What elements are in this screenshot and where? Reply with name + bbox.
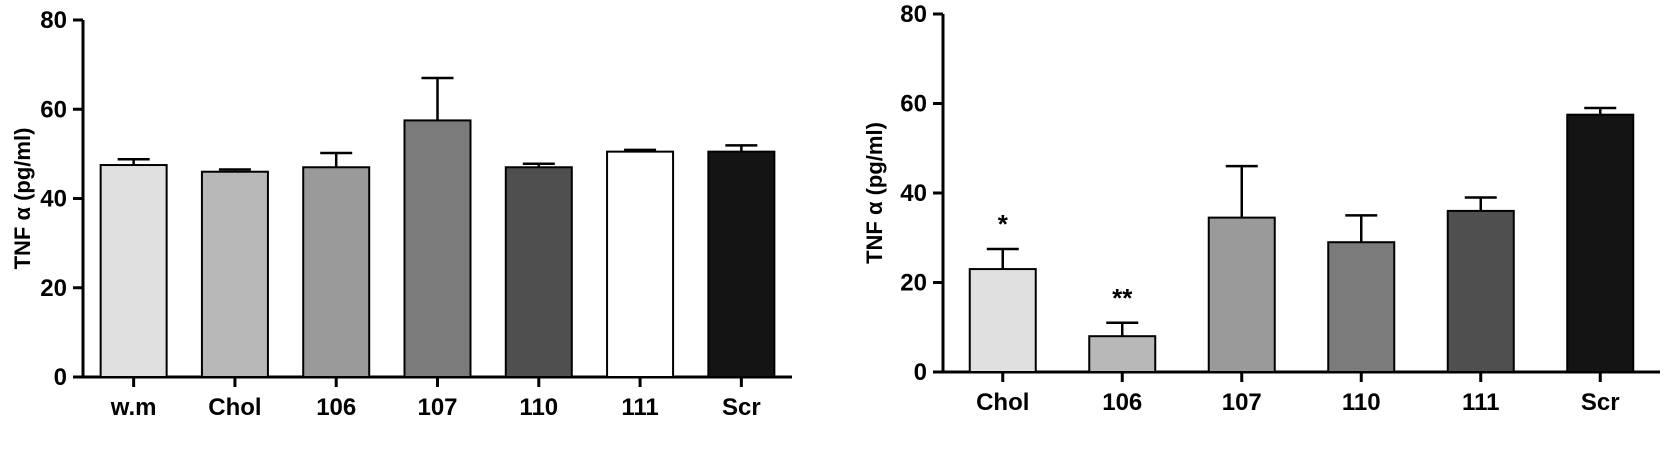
x-tick-label: 110 — [1342, 389, 1381, 416]
y-tick-label: 20 — [900, 270, 927, 297]
x-tick-label: 110 — [519, 394, 558, 421]
y-tick-label: 60 — [40, 96, 67, 123]
bar-Scr — [707, 150, 776, 378]
chart-panel-2: 0 20 40 60 80 TNF α (pg/ml) Chol * 106 ** 107 110 11… — [862, 1, 1660, 416]
x-tick-label: 106 — [1102, 389, 1142, 416]
y-tick-label: 80 — [40, 7, 67, 34]
y-tick-label: 80 — [900, 1, 927, 28]
x-tick-label: 107 — [417, 394, 457, 421]
x-tick-label: 107 — [1222, 389, 1262, 416]
x-tick-label: Scr — [722, 394, 761, 421]
y-axis-title: TNF α (pg/ml) — [862, 122, 887, 264]
bar-110 — [1327, 241, 1396, 373]
bar-Scr — [1566, 113, 1635, 373]
x-tick-label: Chol — [976, 389, 1029, 416]
significance-marker: ** — [1112, 283, 1133, 313]
bar-106 — [302, 166, 371, 378]
bar-107 — [403, 119, 472, 378]
x-tick-label: 111 — [1462, 389, 1499, 416]
significance-marker: * — [998, 209, 1009, 239]
bar-w.m — [99, 164, 168, 378]
bar-110 — [504, 166, 573, 378]
bar-111 — [1446, 209, 1515, 373]
y-tick-label: 40 — [40, 186, 67, 213]
y-tick-label: 0 — [54, 364, 67, 391]
x-tick-label: 106 — [316, 394, 356, 421]
bar-111 — [606, 150, 675, 378]
bar-Chol — [968, 268, 1037, 374]
bar-106 — [1088, 335, 1157, 374]
x-tick-label: Scr — [1581, 389, 1620, 416]
y-tick-label: 0 — [914, 359, 927, 386]
y-tick-label: 40 — [900, 180, 927, 207]
chart-panel-1: 0 20 40 60 80 TNF α (pg/ml) w.m Chol 106 107 110 11… — [10, 7, 792, 421]
x-tick-label: Chol — [208, 394, 261, 421]
y-axis-title: TNF α (pg/ml) — [10, 128, 35, 270]
y-tick-label: 60 — [900, 91, 927, 118]
bar-Chol — [200, 170, 269, 378]
x-tick-label: 111 — [621, 394, 658, 421]
bar-107 — [1207, 216, 1276, 373]
x-tick-label: w.m — [110, 394, 157, 421]
y-tick-label: 20 — [40, 275, 67, 302]
